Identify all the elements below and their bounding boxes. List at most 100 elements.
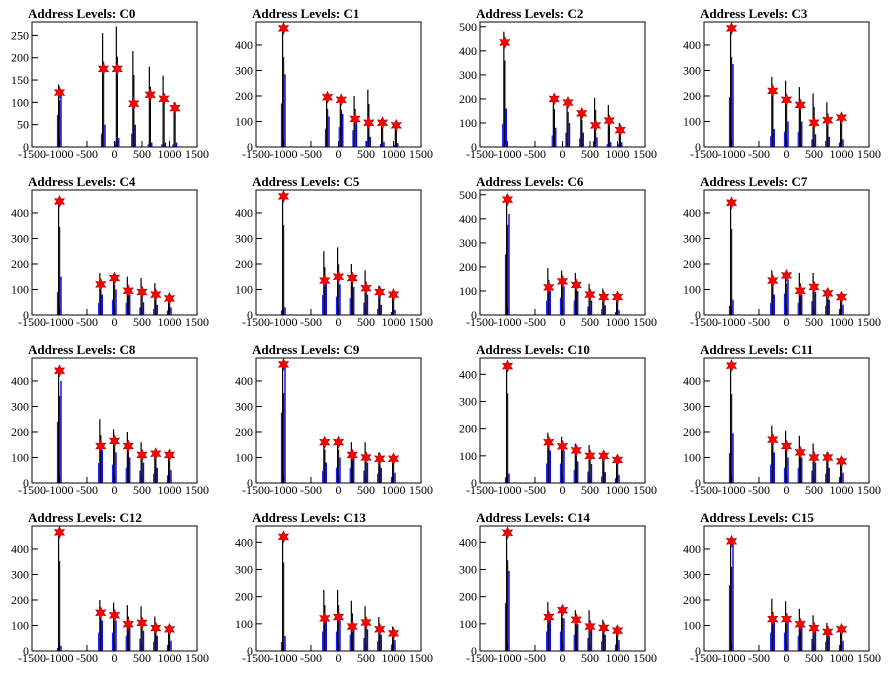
blue-bar xyxy=(783,467,785,483)
x-tick-label: -1000 xyxy=(494,483,522,497)
black-bar xyxy=(617,298,619,315)
blue-bar xyxy=(559,631,561,651)
x-tick-label: -500 xyxy=(300,147,322,161)
black-bar xyxy=(547,602,549,651)
black-bar xyxy=(338,264,340,315)
blue-bar xyxy=(587,306,589,315)
blue-bar xyxy=(60,645,62,651)
black-bar xyxy=(618,122,620,147)
black-bar xyxy=(799,283,801,315)
black-bar xyxy=(283,225,285,315)
blue-bar xyxy=(783,632,785,651)
blue-bar xyxy=(601,309,603,315)
black-bar xyxy=(561,436,563,483)
black-bar xyxy=(394,122,396,147)
chart-title: Address Levels: C1 xyxy=(252,6,359,21)
chart-panel-c12: Address Levels: C12 0 100 200 300 400 -1500 -10… xyxy=(11,510,209,665)
blue-bar xyxy=(328,116,330,147)
blue-bar xyxy=(342,113,344,147)
black-bar xyxy=(581,119,583,147)
x-tick-label: -500 xyxy=(748,315,770,329)
black-bar xyxy=(114,284,116,315)
y-tick-label: 100 xyxy=(11,618,29,632)
black-bar xyxy=(393,632,395,651)
x-tick-label: -500 xyxy=(76,315,98,329)
blue-bar xyxy=(142,462,145,483)
blue-bar xyxy=(825,305,827,315)
blue-bar xyxy=(322,631,324,651)
level-marker xyxy=(725,534,738,548)
black-bar xyxy=(608,115,610,147)
black-bar xyxy=(826,289,828,315)
blue-bar xyxy=(353,286,355,315)
blue-bar xyxy=(325,281,327,315)
level-marker xyxy=(53,525,66,539)
blue-bar xyxy=(142,630,145,651)
blue-bar xyxy=(153,641,155,651)
blue-bar xyxy=(601,641,603,651)
blue-bar xyxy=(770,302,772,315)
blue-bar xyxy=(56,647,58,651)
blue-bar xyxy=(814,134,817,147)
x-tick-label: 1500 xyxy=(633,483,657,497)
level-marker xyxy=(725,196,738,210)
x-tick-label: -1500 xyxy=(18,147,46,161)
blue-bar xyxy=(551,135,553,147)
blue-bar xyxy=(60,380,62,483)
black-bar xyxy=(115,26,117,147)
blue-bar xyxy=(161,144,163,147)
level-marker xyxy=(346,448,358,462)
x-tick-label: 500 xyxy=(357,651,375,665)
black-bar xyxy=(154,451,156,483)
black-bar xyxy=(100,435,102,483)
x-tick-label: -1500 xyxy=(242,651,270,665)
y-tick-label: 0 xyxy=(247,476,253,490)
blue-bar xyxy=(383,141,385,147)
black-bar xyxy=(364,442,366,483)
chart-panel-c10: Address Levels: C10 0 100 200 300 400 -1500 -10… xyxy=(459,342,657,497)
blue-bar xyxy=(787,620,789,651)
level-marker xyxy=(374,622,386,636)
y-tick-label: 300 xyxy=(683,567,701,581)
level-marker xyxy=(128,97,140,111)
y-tick-label: 0 xyxy=(695,644,701,658)
blue-bar xyxy=(577,623,579,651)
blue-bar xyxy=(129,625,131,651)
blue-bar xyxy=(621,142,623,147)
black-bar xyxy=(113,602,115,651)
blue-bar xyxy=(728,97,730,147)
blue-bar xyxy=(577,461,579,483)
level-marker xyxy=(556,603,569,617)
level-marker xyxy=(835,454,848,468)
y-tick-label: 200 xyxy=(683,257,701,271)
black-bar xyxy=(772,439,774,483)
blue-bar xyxy=(842,640,844,651)
y-tick-label: 150 xyxy=(11,73,29,87)
y-tick-label: 100 xyxy=(459,617,477,631)
level-marker xyxy=(387,287,400,302)
x-tick-label: -1500 xyxy=(690,315,718,329)
black-bar xyxy=(589,620,591,651)
x-tick-label: -1500 xyxy=(690,651,718,665)
black-bar xyxy=(395,128,397,147)
black-bar xyxy=(379,460,381,483)
chart-title: Address Levels: C14 xyxy=(476,510,590,525)
x-tick-label: -1000 xyxy=(270,483,298,497)
blue-bar xyxy=(353,623,355,651)
y-tick-label: 200 xyxy=(235,425,253,439)
black-bar xyxy=(148,66,150,147)
y-tick-label: 0 xyxy=(471,308,477,322)
black-bar xyxy=(771,598,773,651)
x-tick-label: 0 xyxy=(112,483,118,497)
chart-panel-c8: Address Levels: C8 0 100 200 300 400 -1500 -100… xyxy=(11,342,209,497)
black-bar xyxy=(169,460,171,483)
x-tick-label: 1000 xyxy=(158,651,182,665)
black-bar xyxy=(323,438,325,483)
y-tick-label: 400 xyxy=(459,44,477,58)
x-tick-label: 500 xyxy=(805,147,823,161)
level-marker xyxy=(108,608,121,622)
blue-bar xyxy=(797,302,799,315)
blue-bar xyxy=(783,131,785,147)
blue-bar xyxy=(838,142,840,147)
blue-bar xyxy=(842,139,844,147)
